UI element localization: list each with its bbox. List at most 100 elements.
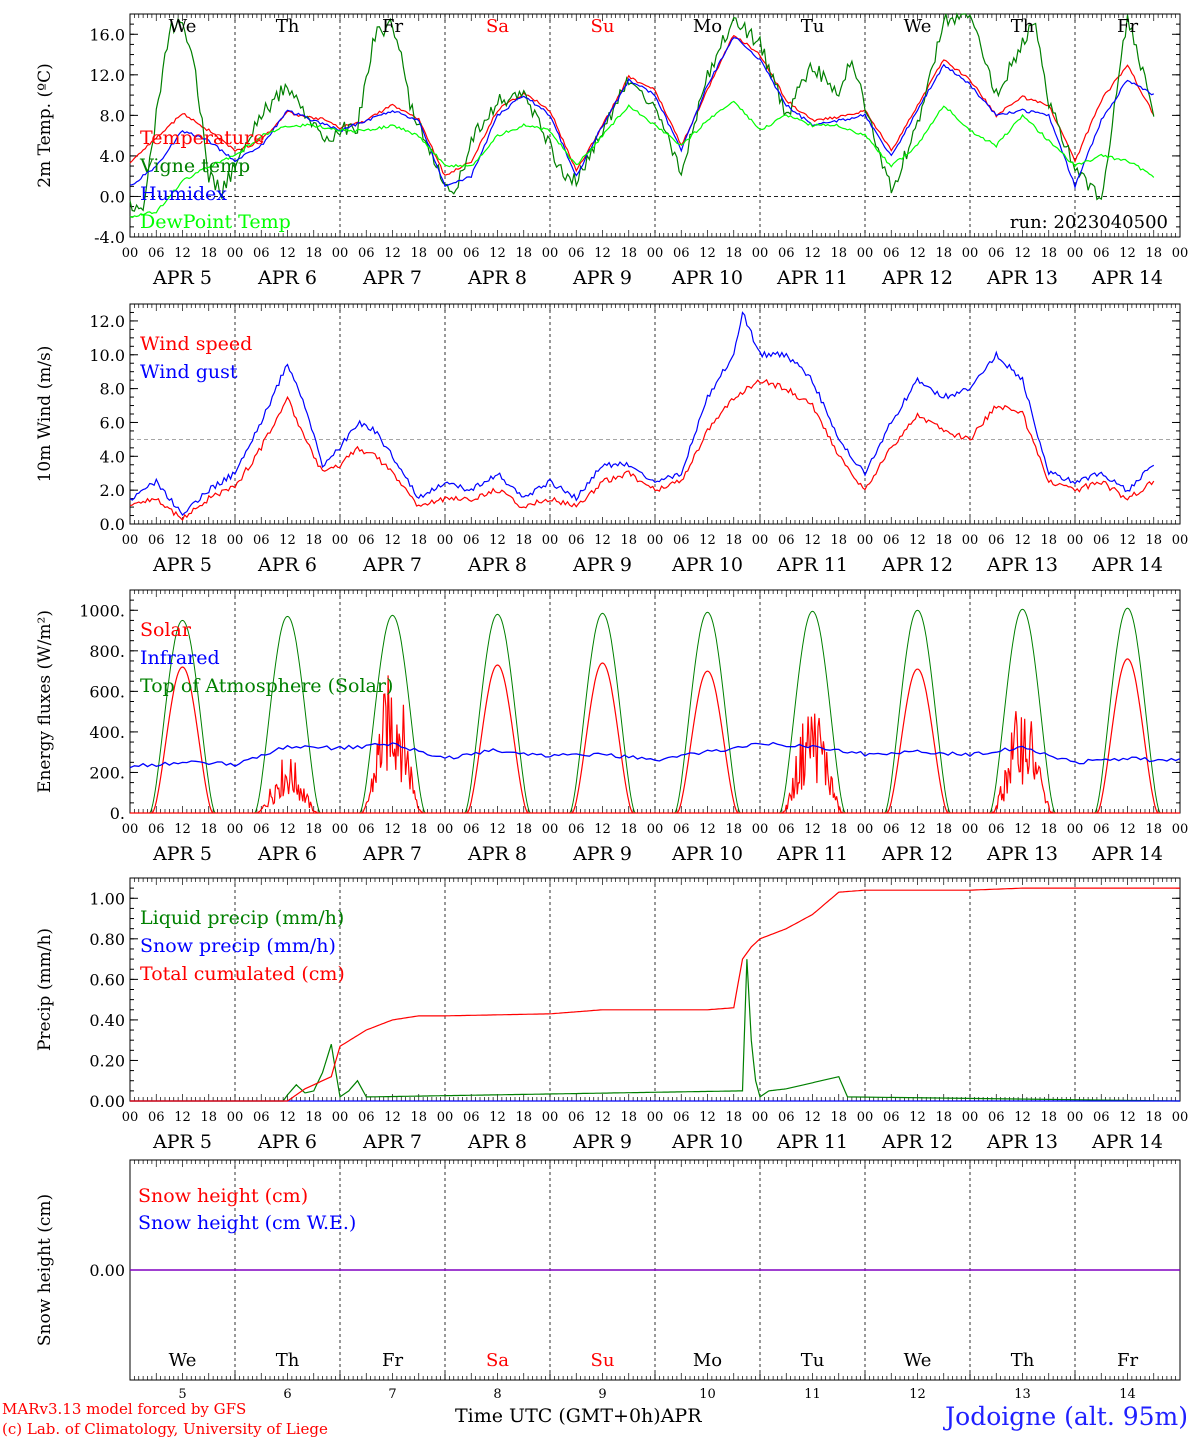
x-hour-label: 00 (227, 533, 244, 548)
x-day-label: APR 8 (467, 1131, 527, 1153)
weekday-label: Th (1011, 16, 1035, 37)
x-day-label: APR 14 (1091, 554, 1163, 576)
x-hour-label: 06 (253, 246, 270, 261)
weekday-label: Tu (801, 16, 825, 37)
x-hour-label: 00 (1067, 246, 1084, 261)
solar-curve (256, 758, 319, 814)
x-hour-label: 00 (332, 533, 349, 548)
x-hour-label: 00 (227, 822, 244, 837)
x-hour-label: 00 (437, 246, 454, 261)
weekday-label: Sa (486, 1350, 509, 1371)
legend-entry: Wind gust (140, 361, 238, 383)
y-axis-label: Snow height (cm) (35, 1194, 55, 1346)
x-hour-label: 18 (200, 822, 217, 837)
x-hour-label: 06 (778, 246, 795, 261)
x-hour-label: 00 (857, 246, 874, 261)
x-day-label: APR 5 (152, 554, 212, 576)
x-day-label: APR 9 (572, 267, 632, 289)
x-hour-label: 18 (305, 822, 322, 837)
solar-curve (361, 675, 424, 814)
panel-frame (129, 13, 1181, 238)
y-tick-label: 0.40 (89, 1011, 125, 1030)
x-day-label: APR 10 (671, 554, 743, 576)
toa-solar-curve (149, 619, 216, 814)
x-hour-label: 00 (857, 822, 874, 837)
x-hour-label: 00 (437, 822, 454, 837)
x-hour-label: 12 (489, 246, 506, 261)
x-day-label: APR 7 (362, 267, 422, 289)
x-hour-label: 18 (410, 1110, 427, 1125)
x-hour-label: 12 (594, 246, 611, 261)
x-day-label: APR 6 (257, 1131, 317, 1153)
x-hour-label: 00 (122, 822, 139, 837)
y-tick-label: 12.0 (89, 66, 125, 85)
y-tick-label: 0.80 (89, 930, 125, 949)
y-tick-label: 4.0 (100, 447, 125, 466)
x-hour-label: 06 (988, 533, 1005, 548)
weekday-label: We (169, 1350, 197, 1371)
x-hour-label: 06 (148, 1110, 165, 1125)
x-hour-label: 00 (332, 822, 349, 837)
x-hour-label: 00 (752, 246, 769, 261)
x-hour-label: 06 (253, 1110, 270, 1125)
x-axis-month: APR (660, 1405, 702, 1427)
x-hour-label: 06 (988, 246, 1005, 261)
series-wind-gust (129, 311, 1155, 516)
legend-entry: Snow precip (mm/h) (140, 935, 336, 957)
x-day-label: APR 14 (1091, 1131, 1163, 1153)
y-tick-label: 10.0 (89, 346, 125, 365)
x-hour-label: 06 (358, 533, 375, 548)
x-hour-label: 12 (384, 1110, 401, 1125)
weekday-label: Fr (1117, 1350, 1138, 1371)
solar-curve (1096, 658, 1159, 814)
x-hour-label: 06 (778, 822, 795, 837)
day-number-label: 9 (598, 1387, 606, 1402)
y-tick-label: 1000. (79, 601, 125, 620)
toa-solar-curve (359, 614, 426, 814)
day-number-label: 13 (1014, 1387, 1031, 1402)
x-day-label: APR 14 (1091, 843, 1163, 865)
x-hour-label: 00 (542, 822, 559, 837)
x-axis-label: Time UTC (GMT+0h) (455, 1405, 661, 1427)
x-hour-label: 18 (830, 822, 847, 837)
x-hour-label: 12 (174, 246, 191, 261)
x-hour-label: 12 (489, 822, 506, 837)
x-hour-label: 18 (305, 1110, 322, 1125)
series-humidex (129, 37, 1155, 190)
weekday-label: We (904, 16, 932, 37)
x-hour-label: 00 (542, 533, 559, 548)
x-day-label: APR 8 (467, 554, 527, 576)
x-hour-label: 18 (725, 1110, 742, 1125)
legend-entry: Snow height (cm) (138, 1185, 308, 1207)
x-hour-label: 12 (1014, 533, 1031, 548)
x-hour-label: 06 (568, 822, 585, 837)
day-number-label: 8 (493, 1387, 501, 1402)
series-vigne-temp (129, 12, 1155, 212)
x-hour-label: 06 (883, 822, 900, 837)
solar-curve (151, 666, 214, 814)
toa-solar-curve (884, 609, 951, 814)
x-hour-label: 12 (909, 246, 926, 261)
x-hour-label: 06 (568, 533, 585, 548)
x-hour-label: 12 (279, 533, 296, 548)
x-day-label: APR 7 (362, 554, 422, 576)
lab-credit: (c) Lab. of Climatology, University of L… (2, 1420, 328, 1438)
x-hour-label: 06 (568, 246, 585, 261)
x-day-label: APR 9 (572, 554, 632, 576)
y-tick-label: 0.20 (89, 1051, 125, 1070)
x-hour-label: 00 (122, 1110, 139, 1125)
x-hour-label: 06 (883, 1110, 900, 1125)
weekday-label: Su (591, 16, 615, 37)
x-day-label: APR 9 (572, 843, 632, 865)
x-hour-label: 12 (804, 533, 821, 548)
x-hour-label: 18 (410, 533, 427, 548)
x-day-label: APR 5 (152, 843, 212, 865)
weekday-label: Th (1011, 1350, 1035, 1371)
x-hour-label: 18 (200, 246, 217, 261)
x-hour-label: 18 (1145, 1110, 1162, 1125)
x-hour-label: 06 (673, 822, 690, 837)
weekday-label: We (904, 1350, 932, 1371)
legend-entry: Snow height (cm W.E.) (138, 1212, 356, 1234)
solar-curve (466, 664, 529, 814)
